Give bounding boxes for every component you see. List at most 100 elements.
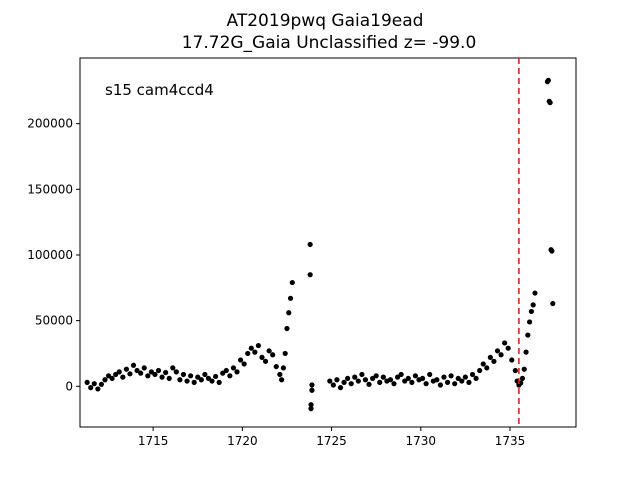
data-point xyxy=(423,381,429,387)
data-point xyxy=(334,377,340,383)
data-point xyxy=(284,325,290,332)
data-point xyxy=(437,382,443,388)
data-point xyxy=(387,377,394,383)
data-point xyxy=(359,371,365,378)
data-point xyxy=(525,332,531,338)
data-point xyxy=(287,295,294,301)
data-point xyxy=(286,310,292,316)
data-point xyxy=(512,367,518,374)
data-point xyxy=(532,290,538,296)
data-point xyxy=(455,375,461,382)
data-point xyxy=(528,308,535,315)
y-tick-label: 150000 xyxy=(27,182,73,196)
data-point xyxy=(362,377,369,383)
data-point xyxy=(213,373,219,380)
data-point xyxy=(98,381,105,387)
data-point xyxy=(148,369,154,375)
data-point xyxy=(509,357,515,363)
data-point xyxy=(355,378,361,384)
data-point xyxy=(91,381,97,387)
data-point xyxy=(177,377,183,383)
data-point xyxy=(277,371,283,378)
data-point xyxy=(370,375,376,382)
data-point xyxy=(498,352,504,358)
data-point xyxy=(480,361,486,367)
data-point xyxy=(282,350,288,357)
data-point xyxy=(462,374,468,380)
data-points xyxy=(84,77,556,412)
data-point xyxy=(452,381,458,387)
data-point xyxy=(145,373,151,379)
data-point xyxy=(109,375,115,382)
data-point xyxy=(380,374,386,380)
data-point xyxy=(394,374,401,380)
data-point xyxy=(502,340,508,346)
data-point xyxy=(434,377,440,383)
data-point xyxy=(205,375,212,382)
data-point xyxy=(202,371,208,378)
axes-frame xyxy=(79,57,577,428)
data-point xyxy=(152,371,158,378)
y-tick-label: 0 xyxy=(65,379,73,393)
data-point xyxy=(259,354,265,360)
data-point xyxy=(377,379,383,385)
data-point xyxy=(262,358,269,364)
data-point xyxy=(487,354,493,360)
x-tick-label: 1725 xyxy=(316,434,347,448)
data-point xyxy=(198,377,204,383)
y-tick-label: 100000 xyxy=(27,248,73,262)
data-point xyxy=(245,350,251,357)
data-point xyxy=(223,367,229,374)
data-point xyxy=(227,373,233,379)
data-point xyxy=(116,369,122,375)
data-point xyxy=(130,362,137,368)
data-point xyxy=(494,348,501,354)
x-tick-label: 1735 xyxy=(495,434,526,448)
data-point xyxy=(138,370,144,376)
annotation-label: s15 cam4ccd4 xyxy=(105,81,214,99)
data-point xyxy=(373,373,379,379)
data-point xyxy=(173,369,179,375)
data-point xyxy=(547,100,553,106)
data-point xyxy=(341,379,347,385)
data-point xyxy=(170,365,176,371)
data-point xyxy=(155,367,162,374)
data-point xyxy=(427,371,433,378)
data-point xyxy=(127,371,133,377)
data-point xyxy=(402,378,408,384)
data-point xyxy=(419,375,426,382)
data-point xyxy=(491,358,497,364)
data-point xyxy=(391,381,397,387)
data-point xyxy=(163,369,169,376)
data-point xyxy=(95,386,101,392)
data-point xyxy=(330,382,336,388)
data-point xyxy=(159,374,165,380)
data-point xyxy=(441,374,447,380)
data-point xyxy=(88,385,94,391)
data-point xyxy=(84,379,90,385)
data-point xyxy=(134,367,140,374)
data-point xyxy=(191,379,197,385)
data-point xyxy=(550,300,556,307)
data-point xyxy=(412,373,419,379)
data-point xyxy=(209,378,215,384)
data-point xyxy=(308,406,314,412)
data-point xyxy=(398,371,404,378)
data-point xyxy=(113,371,119,378)
data-point xyxy=(327,378,333,384)
data-point xyxy=(527,319,533,325)
data-point xyxy=(237,357,244,363)
data-point xyxy=(309,382,315,388)
data-point xyxy=(545,77,551,83)
data-point xyxy=(230,365,237,371)
data-point xyxy=(459,378,465,384)
data-point xyxy=(519,375,526,382)
y-axis-ticks: 0 50000 100000 150000 200000 xyxy=(27,117,80,393)
data-point xyxy=(469,371,476,378)
data-point xyxy=(484,365,490,371)
data-point xyxy=(120,374,126,380)
data-point xyxy=(184,378,190,384)
data-point xyxy=(337,385,344,391)
data-point xyxy=(188,373,194,379)
